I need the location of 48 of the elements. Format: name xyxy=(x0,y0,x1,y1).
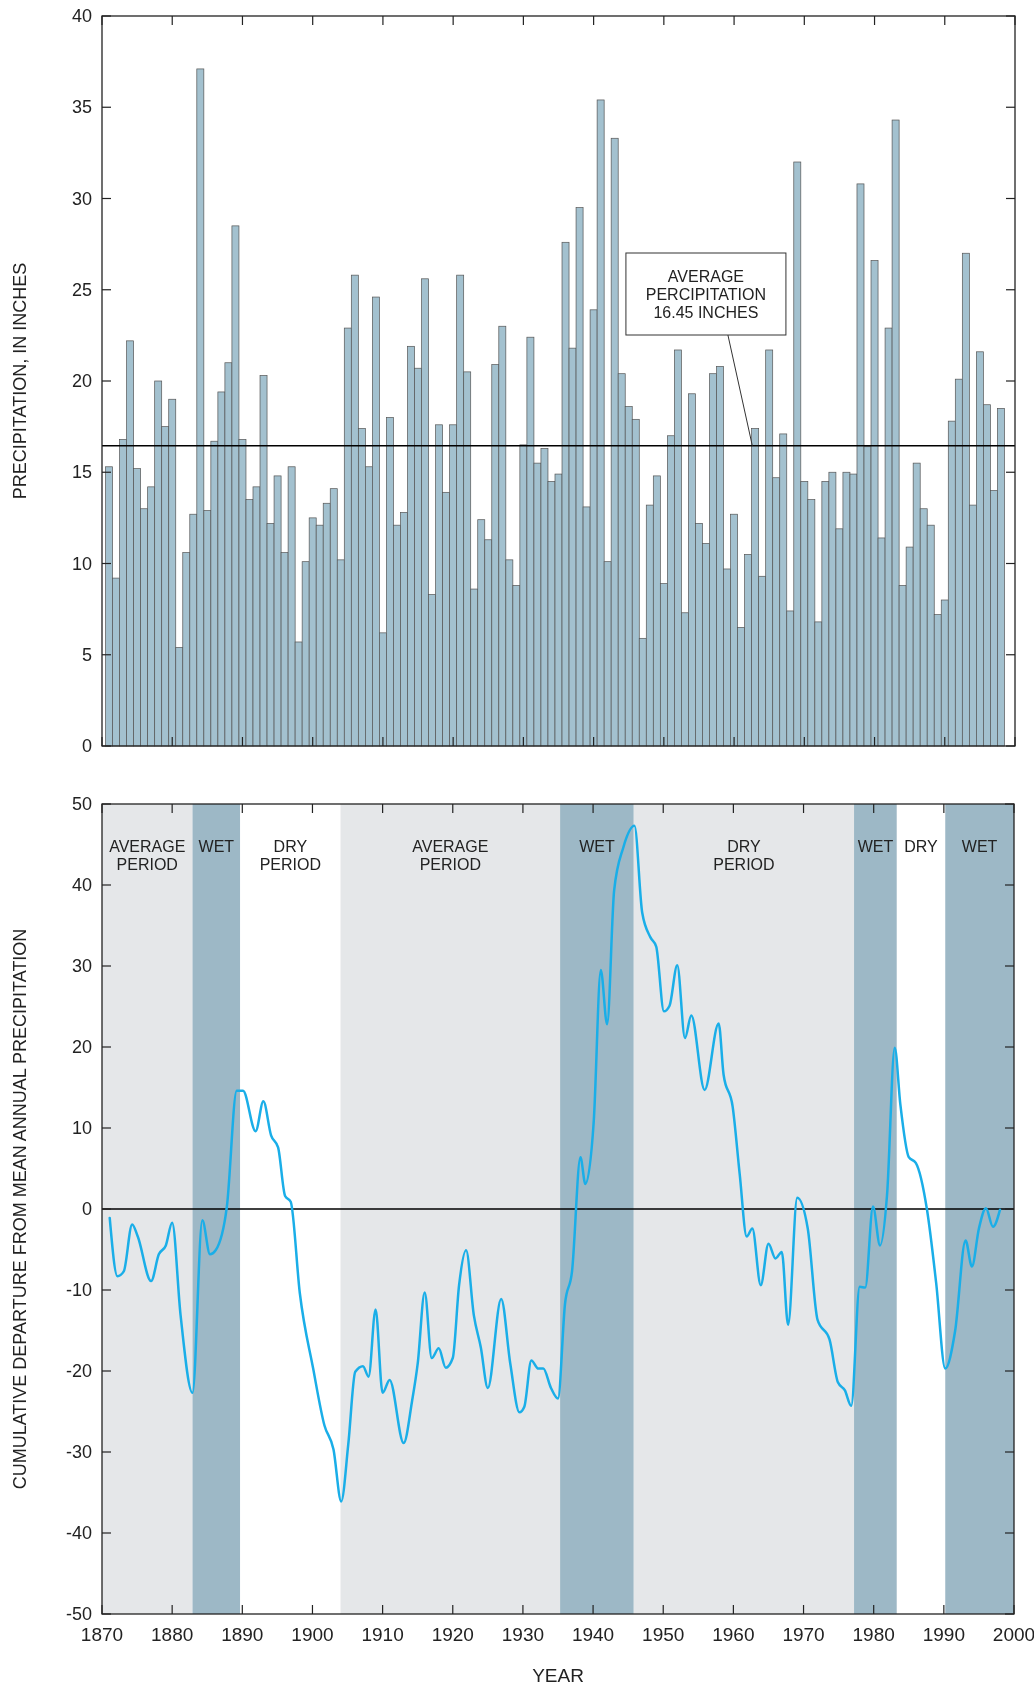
band-label: AVERAGE PERIOD xyxy=(412,838,489,874)
y-axis-title: PRECIPITATION, IN INCHES xyxy=(10,262,30,500)
x-tick-label: 1950 xyxy=(642,1624,685,1645)
y-tick-label: 15 xyxy=(71,462,92,483)
x-tick-label: 1880 xyxy=(151,1624,194,1645)
band-label: DRY xyxy=(904,838,939,855)
y-tick-label: 0 xyxy=(81,736,92,756)
band-label: AVERAGE PERIOD xyxy=(109,838,186,874)
y-tick-label: 30 xyxy=(71,956,92,976)
y-tick-label: 5 xyxy=(81,644,92,665)
y-tick-label: 20 xyxy=(71,1037,92,1057)
x-tick-label: 1870 xyxy=(80,1624,124,1645)
y-tick-label: 20 xyxy=(71,371,92,391)
y-axis-title: CUMULATIVE DEPARTURE FROM MEAN ANNUAL PRECIPITATION xyxy=(10,928,30,1490)
band-label: WET xyxy=(198,838,235,855)
x-tick-label: 2000 xyxy=(992,1624,1034,1645)
x-axis-title: YEAR xyxy=(532,1665,584,1686)
line-series xyxy=(108,824,1002,1503)
y-tick-label: 50 xyxy=(71,794,92,814)
y-tick-label: -50 xyxy=(65,1604,92,1624)
ref-line-label: AVERAGE PERCIPITATION 16.45 INCHES xyxy=(645,267,767,322)
y-tick-label: 35 xyxy=(71,97,92,118)
x-tick-label: 1990 xyxy=(922,1624,965,1645)
band-label: DRY PERIOD xyxy=(259,838,322,874)
y-tick-label: 40 xyxy=(71,6,92,26)
x-tick-label: 1970 xyxy=(782,1624,825,1645)
band-label: DRY PERIOD xyxy=(713,838,775,874)
y-tick-label: 0 xyxy=(81,1199,92,1219)
x-tick-label: 1910 xyxy=(361,1624,404,1645)
x-tick-label: 1920 xyxy=(431,1624,474,1645)
y-tick-label: -20 xyxy=(65,1361,92,1381)
y-tick-label: -10 xyxy=(65,1280,92,1300)
x-tick-label: 1930 xyxy=(501,1624,545,1645)
y-tick-label: 10 xyxy=(71,553,92,574)
x-tick-label: 1890 xyxy=(221,1624,264,1645)
y-tick-label: -40 xyxy=(65,1523,92,1543)
x-tick-label: 1940 xyxy=(571,1624,615,1645)
y-tick-label: 40 xyxy=(71,875,92,895)
band-label: WET xyxy=(961,838,998,855)
band-label: WET xyxy=(857,838,894,855)
y-tick-label: 25 xyxy=(71,279,92,300)
y-tick-label: 10 xyxy=(71,1118,92,1138)
y-tick-label: -30 xyxy=(65,1442,92,1462)
y-tick-label: 30 xyxy=(71,188,92,209)
x-tick-label: 1960 xyxy=(712,1624,755,1645)
band-label: WET xyxy=(579,838,615,855)
x-tick-label: 1900 xyxy=(291,1624,334,1645)
x-tick-label: 1980 xyxy=(852,1624,895,1645)
